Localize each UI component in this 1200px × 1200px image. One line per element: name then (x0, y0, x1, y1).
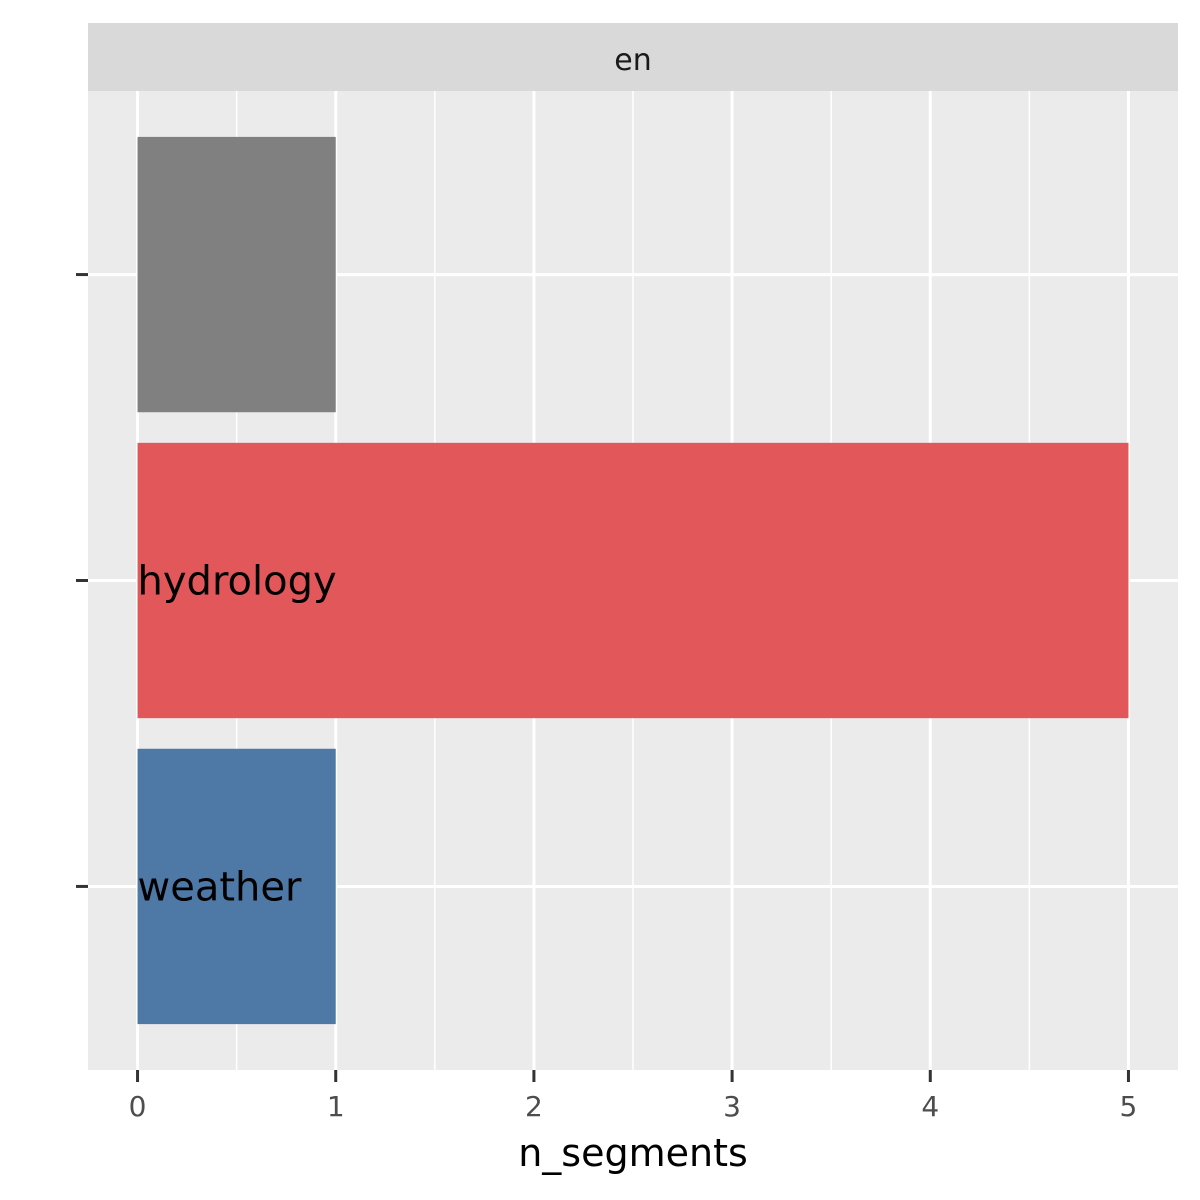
x-tick-label: 4 (921, 1090, 939, 1123)
x-tick-label: 5 (1120, 1090, 1138, 1123)
x-tick-label: 2 (525, 1090, 543, 1123)
bar (137, 442, 1129, 719)
x-tick-label: 0 (129, 1090, 147, 1123)
x-tick-label: 3 (723, 1090, 741, 1123)
facet-strip (88, 23, 1178, 91)
x-tick-label: 1 (327, 1090, 345, 1123)
bar (137, 748, 336, 1025)
bar-label: weather (138, 864, 302, 910)
x-axis-title: n_segments (518, 1131, 748, 1175)
axes: 0 1 2 3 4 5 (76, 273, 1138, 1123)
bars: hydrology weather (137, 136, 1129, 1025)
bar-label: hydrology (138, 559, 337, 605)
facet-strip-label: en (614, 43, 651, 78)
bar (137, 136, 336, 413)
